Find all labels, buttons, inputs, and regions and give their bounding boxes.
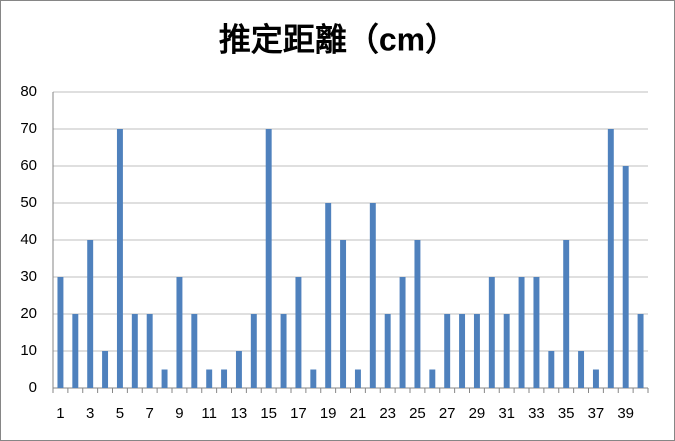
bar — [548, 351, 555, 388]
bar — [87, 240, 94, 388]
bar — [265, 129, 272, 388]
x-tick-label: 17 — [290, 405, 307, 422]
bar — [176, 277, 183, 388]
x-tick-label: 23 — [379, 405, 396, 422]
bar — [459, 314, 466, 388]
x-tick-label: 5 — [116, 405, 124, 422]
bar — [250, 314, 257, 388]
bar — [72, 314, 79, 388]
bar — [131, 314, 138, 388]
y-tick-label: 20 — [20, 305, 37, 322]
y-tick-label: 30 — [20, 268, 37, 285]
y-tick-label: 80 — [20, 83, 37, 100]
bar — [607, 129, 614, 388]
bar — [414, 240, 421, 388]
x-tick-label: 27 — [439, 405, 456, 422]
bar — [221, 369, 228, 388]
bar — [280, 314, 287, 388]
bar — [310, 369, 317, 388]
y-tick-label: 10 — [20, 342, 37, 359]
bar — [235, 351, 242, 388]
x-tick-label: 35 — [558, 405, 575, 422]
bar — [563, 240, 570, 388]
y-tick-label: 0 — [29, 379, 37, 396]
x-tick-label: 7 — [146, 405, 154, 422]
bar — [384, 314, 391, 388]
y-tick-label: 60 — [20, 157, 37, 174]
bar — [161, 369, 168, 388]
x-tick-label: 33 — [528, 405, 545, 422]
x-tick-label: 3 — [86, 405, 94, 422]
bar — [354, 369, 361, 388]
bar — [146, 314, 153, 388]
bar — [206, 369, 213, 388]
y-tick-label: 40 — [20, 231, 37, 248]
x-tick-label: 29 — [469, 405, 486, 422]
x-tick-label: 37 — [588, 405, 605, 422]
x-tick-label: 21 — [350, 405, 367, 422]
x-tick-label: 11 — [201, 405, 217, 422]
x-tick-label: 9 — [175, 405, 183, 422]
chart-title: 推定距離（cm） — [219, 21, 457, 57]
bar — [533, 277, 540, 388]
bar — [399, 277, 406, 388]
bar — [102, 351, 109, 388]
x-tick-label: 39 — [617, 405, 634, 422]
bar — [592, 369, 599, 388]
bar — [191, 314, 198, 388]
bar — [578, 351, 585, 388]
bar — [369, 203, 376, 388]
x-tick-label: 13 — [231, 405, 248, 422]
bar — [622, 166, 629, 388]
x-tick-label: 25 — [409, 405, 426, 422]
bar — [340, 240, 347, 388]
bar — [116, 129, 123, 388]
x-tick-label: 1 — [56, 405, 64, 422]
bar — [518, 277, 525, 388]
bar — [429, 369, 436, 388]
bar — [473, 314, 480, 388]
bar — [488, 277, 495, 388]
bar — [57, 277, 64, 388]
y-tick-label: 70 — [20, 120, 37, 137]
bar — [325, 203, 332, 388]
x-tick-label: 31 — [498, 405, 515, 422]
bar — [637, 314, 644, 388]
y-tick-label: 50 — [20, 194, 37, 211]
bar — [295, 277, 302, 388]
bar — [503, 314, 510, 388]
x-tick-label: 15 — [260, 405, 277, 422]
x-tick-label: 19 — [320, 405, 337, 422]
bar — [444, 314, 451, 388]
